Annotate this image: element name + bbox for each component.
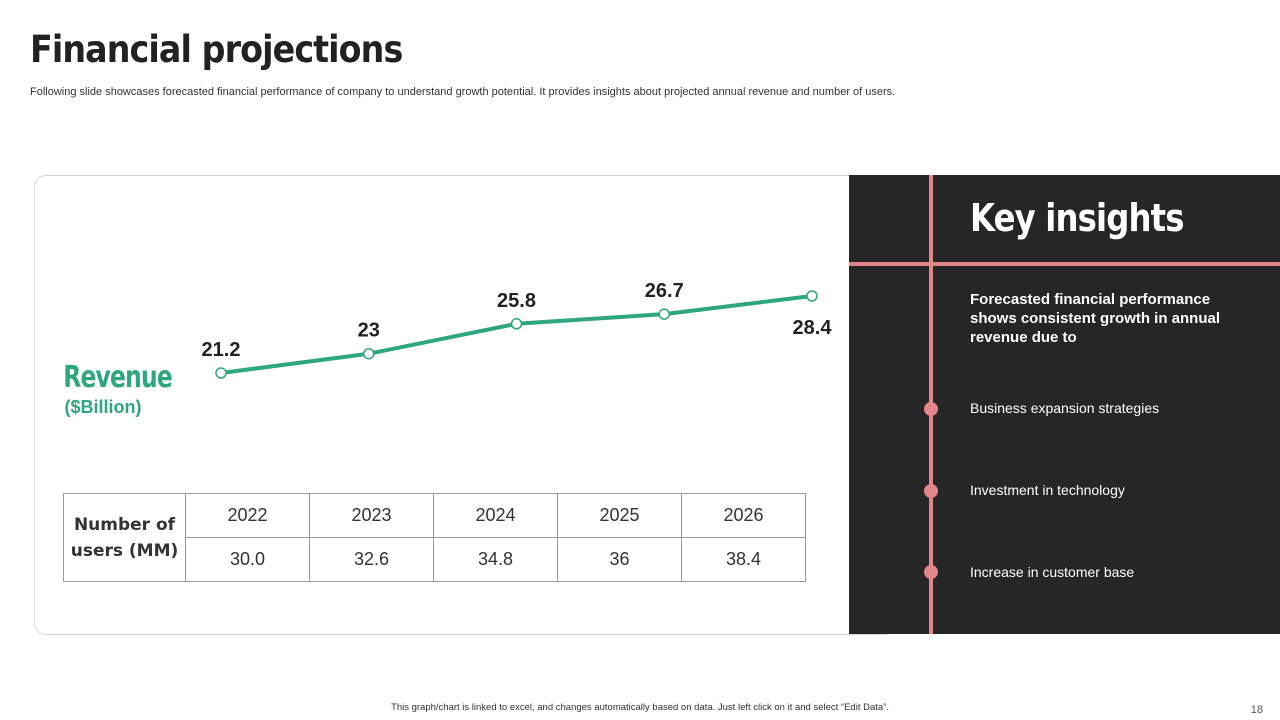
revenue-point-2026[interactable] bbox=[806, 290, 818, 302]
key-insights-intro: Forecasted financial performance shows c… bbox=[970, 291, 1221, 346]
users-table-year-row: Number of users (MM) 2022 2023 2024 2025… bbox=[63, 493, 806, 582]
users-value-cell: 32.6 bbox=[309, 537, 434, 582]
key-insights-title: Key insights bbox=[970, 196, 1184, 240]
users-value-cell: 34.8 bbox=[433, 537, 558, 582]
year-cell: 2025 bbox=[557, 493, 682, 538]
insight-bullet: Investment in technology bbox=[970, 482, 1125, 498]
revenue-label-main: Revenue bbox=[63, 360, 173, 395]
page-title: Financial projections bbox=[30, 28, 403, 71]
insights-horizontal-rule bbox=[849, 262, 1280, 266]
revenue-axis-label: Revenue ($Billion) bbox=[52, 360, 173, 418]
year-cell: 2022 bbox=[185, 493, 310, 538]
bullet-dot-icon bbox=[924, 565, 938, 579]
bullet-dot-icon bbox=[924, 402, 938, 416]
users-value-cell: 38.4 bbox=[681, 537, 806, 582]
users-value-cell: 30.0 bbox=[185, 537, 310, 582]
key-insights-panel bbox=[849, 175, 1280, 634]
revenue-label-unit: ($Billion) bbox=[64, 397, 142, 417]
users-table-value-row: 30.0 32.6 34.8 36 38.4 bbox=[64, 537, 806, 582]
revenue-data-label-2025: 26.7 bbox=[645, 280, 684, 302]
footer-note: This graph/chart is linked to excel, and… bbox=[391, 702, 889, 713]
revenue-point-2025[interactable] bbox=[658, 308, 670, 320]
users-table-row-header: Number of users (MM) bbox=[63, 493, 186, 582]
insight-bullet: Increase in customer base bbox=[970, 564, 1135, 580]
page-number: 18 bbox=[1250, 704, 1263, 716]
year-cell: 2026 bbox=[681, 493, 806, 538]
users-table: Number of users (MM) 2022 2023 2024 2025… bbox=[63, 493, 806, 582]
revenue-data-label-2023: 23 bbox=[358, 320, 380, 342]
page-subtitle: Following slide showcases forecasted fin… bbox=[30, 86, 896, 98]
revenue-data-label-2026: 28.4 bbox=[793, 317, 833, 339]
revenue-point-2024[interactable] bbox=[510, 318, 523, 330]
revenue-data-label-2024: 25.8 bbox=[497, 290, 536, 312]
revenue-point-2022[interactable] bbox=[215, 367, 227, 379]
year-cell: 2023 bbox=[309, 493, 434, 538]
year-cell: 2024 bbox=[433, 493, 558, 538]
revenue-data-label-2022: 21.2 bbox=[202, 339, 241, 361]
bullet-dot-icon bbox=[924, 484, 938, 498]
users-value-cell: 36 bbox=[557, 537, 682, 582]
revenue-point-2023[interactable] bbox=[363, 347, 375, 360]
insight-bullet: Business expansion strategies bbox=[970, 400, 1160, 416]
